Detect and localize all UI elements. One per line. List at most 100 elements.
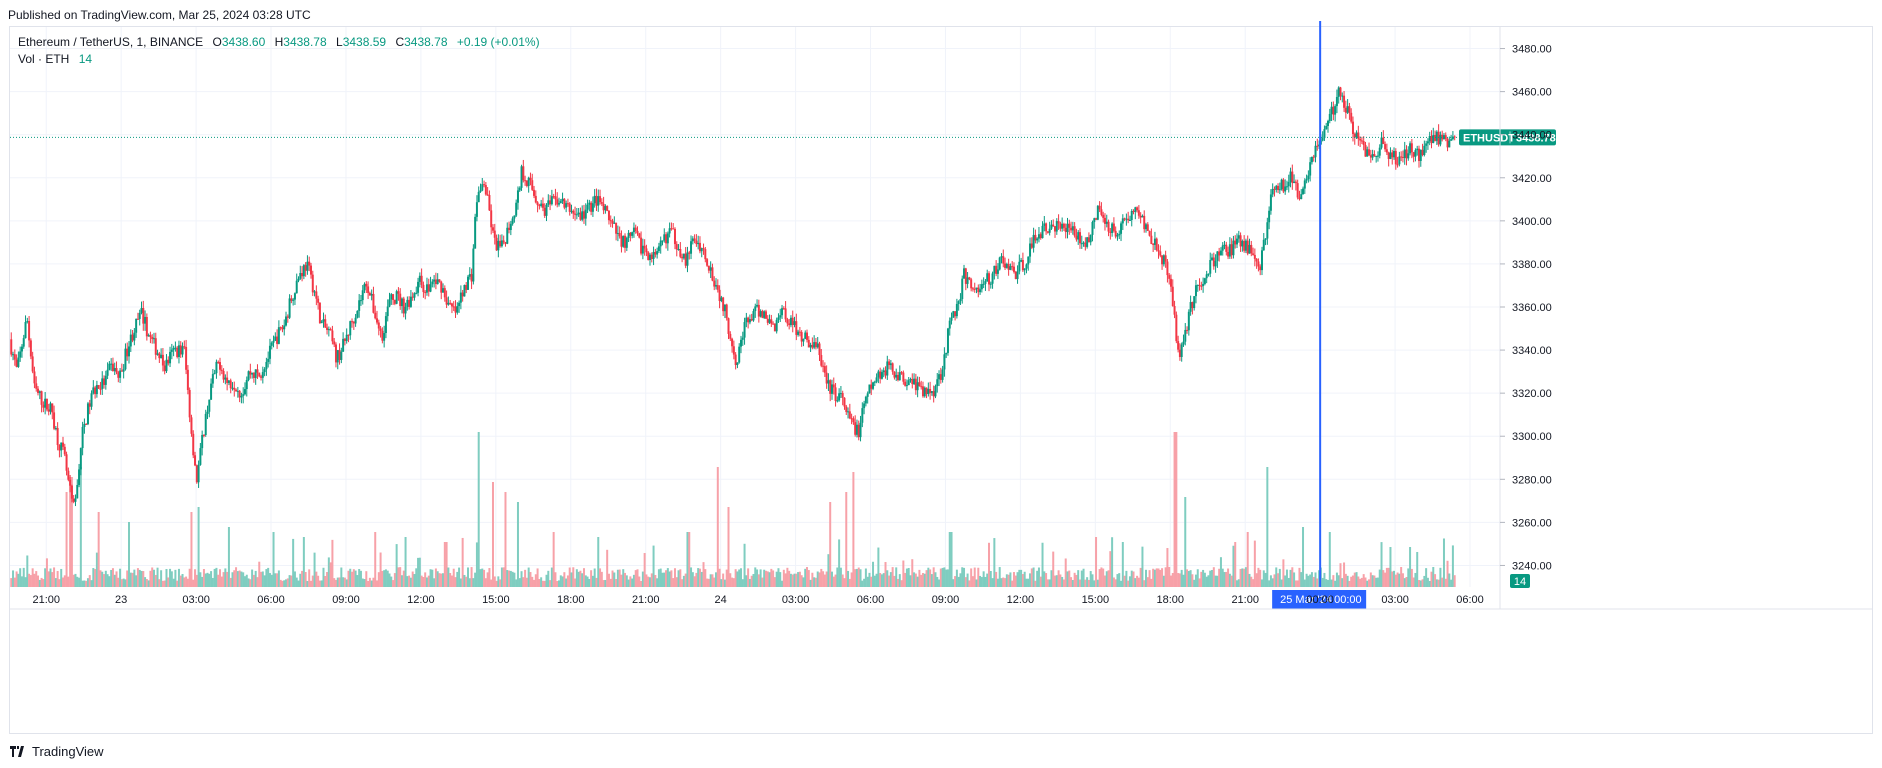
- candle-body: [921, 386, 924, 397]
- legend-close-label: C: [395, 35, 405, 49]
- candle-body: [1221, 245, 1224, 251]
- candle-body: [249, 371, 252, 375]
- volume-bar: [968, 580, 971, 587]
- candle-body: [739, 339, 742, 347]
- volume-bar: [1444, 578, 1447, 587]
- candle-body: [1169, 278, 1172, 287]
- volume-bar: [607, 573, 610, 587]
- volume-bar: [798, 571, 801, 587]
- volume-bar: [1086, 577, 1089, 587]
- volume-bar: [1253, 540, 1256, 587]
- candle-body: [761, 311, 764, 318]
- volume-bar: [402, 570, 405, 587]
- candle-body: [932, 391, 935, 397]
- volume-bar: [60, 568, 63, 587]
- price-tick-label: 3300.00: [1512, 431, 1552, 443]
- volume-bar: [927, 567, 930, 587]
- candle-body: [618, 232, 621, 237]
- volume-bar: [615, 579, 618, 587]
- candle-body: [477, 191, 480, 203]
- candle-body: [270, 342, 273, 346]
- candle-body: [69, 479, 72, 486]
- candle-body: [1102, 214, 1105, 218]
- volume-bar: [1346, 575, 1349, 587]
- candle-body: [342, 338, 345, 352]
- candle-body: [24, 322, 27, 339]
- candle-body: [934, 386, 937, 397]
- candle-body: [1250, 244, 1253, 254]
- candle-body: [411, 296, 414, 298]
- volume-bar: [715, 572, 718, 587]
- candle-body: [759, 311, 762, 317]
- candle-body: [486, 194, 489, 196]
- candle-body: [363, 283, 366, 291]
- volume-bar: [156, 567, 159, 587]
- candle-body: [292, 299, 295, 301]
- candle-body: [936, 379, 939, 387]
- candle-body: [70, 485, 73, 499]
- volume-bar: [288, 575, 291, 587]
- candle-body: [1430, 136, 1433, 144]
- candle-body: [722, 297, 725, 312]
- candle-body: [54, 427, 57, 429]
- candle-body: [627, 232, 630, 238]
- candle-body: [131, 334, 134, 341]
- volume-bar: [265, 569, 268, 587]
- candle-body: [1114, 230, 1117, 237]
- candle-body: [698, 242, 701, 252]
- candle-body: [1155, 238, 1158, 251]
- candle-body: [863, 403, 866, 409]
- candle-body: [620, 236, 623, 247]
- candle-body: [1325, 125, 1328, 130]
- candle-body: [119, 370, 122, 378]
- volume-bar: [1080, 570, 1083, 587]
- volume-bar: [1007, 574, 1010, 587]
- volume-bar: [543, 580, 546, 587]
- candle-body: [1157, 250, 1160, 252]
- candle-body: [224, 377, 227, 380]
- candle-body: [1253, 254, 1256, 259]
- candle-body: [1262, 239, 1265, 251]
- candle-body: [549, 200, 552, 205]
- candle-body: [1428, 136, 1431, 142]
- candle-body: [911, 378, 914, 385]
- candle-body: [820, 355, 823, 366]
- volume-bar: [552, 532, 555, 587]
- volume-bar: [1078, 579, 1081, 587]
- candle-body: [177, 345, 180, 357]
- candle-body: [458, 302, 461, 307]
- volume-bar: [764, 570, 767, 587]
- candle-body: [417, 281, 420, 293]
- candle-body: [128, 346, 131, 357]
- candle-body: [379, 328, 382, 331]
- volume-bar: [213, 568, 216, 587]
- volume-bar: [1335, 572, 1338, 587]
- candle-body: [35, 383, 38, 389]
- candle-body: [1162, 255, 1165, 265]
- candle-body: [1421, 149, 1424, 155]
- candle-body: [474, 216, 477, 249]
- volume-bar: [44, 568, 47, 587]
- footer-brand[interactable]: TradingView: [10, 744, 104, 759]
- volume-bar: [995, 571, 998, 587]
- candle-body: [973, 288, 976, 290]
- volume-bar: [830, 571, 833, 587]
- volume-bar: [1107, 570, 1110, 587]
- volume-bar: [176, 580, 179, 587]
- volume-bar: [65, 492, 68, 587]
- volume-bar: [272, 532, 275, 587]
- volume-bar: [843, 578, 846, 587]
- candle-body: [286, 316, 289, 318]
- candle-body: [666, 233, 669, 244]
- volume-bar: [229, 577, 232, 587]
- candle-body: [836, 400, 839, 402]
- volume-bar: [884, 562, 887, 587]
- candle-body: [279, 327, 282, 329]
- volume-bar: [1269, 575, 1272, 587]
- volume-bar: [716, 467, 719, 587]
- candle-body: [156, 353, 159, 355]
- volume-bar: [381, 570, 384, 587]
- volume-bar: [270, 574, 273, 587]
- candle-body: [1334, 106, 1337, 115]
